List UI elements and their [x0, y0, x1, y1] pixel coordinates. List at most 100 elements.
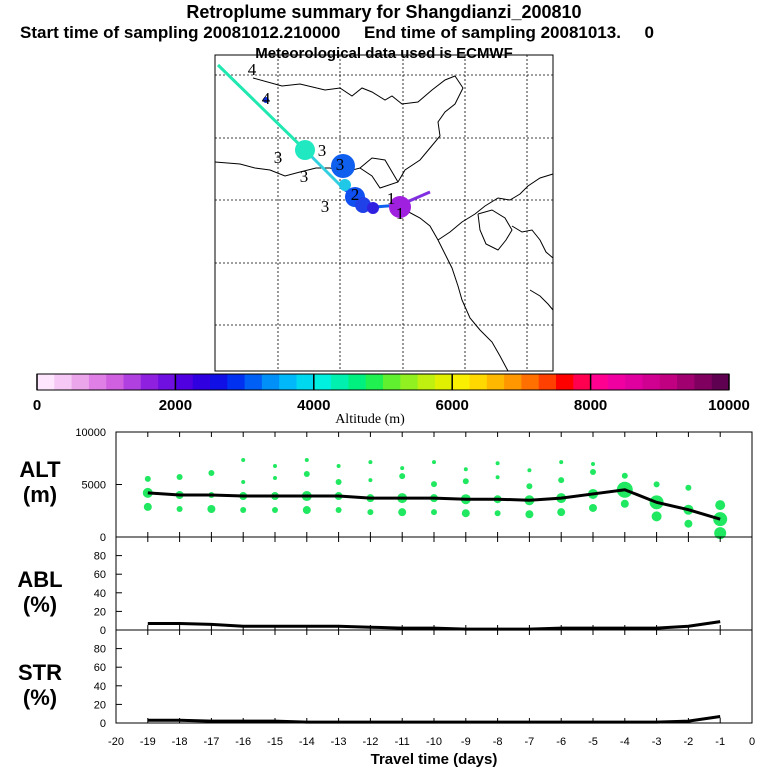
alt-cluster-dot [559, 460, 564, 465]
colorbar-swatch [434, 374, 453, 390]
colorbar-tick-label: 10000 [708, 397, 750, 414]
alt-cluster-dot [208, 470, 215, 476]
alt-cluster-dot [495, 461, 500, 466]
y-tick-label: 20 [94, 606, 106, 618]
y-tick-label: 0 [100, 532, 106, 544]
panel-frame [115, 536, 753, 631]
alt-cluster-dot [368, 478, 373, 483]
plume-cluster-marker [389, 196, 411, 218]
alt-cluster-dot [400, 466, 405, 471]
x-tick-label: -13 [331, 736, 347, 748]
plume-age-label: 3 [300, 167, 309, 186]
colorbar-swatch [54, 374, 73, 390]
alt-cluster-dot [273, 464, 277, 469]
plume-cluster-marker [339, 179, 351, 191]
colorbar-swatch [365, 374, 384, 390]
y-tick-label: 20 [94, 699, 106, 711]
colorbar-swatch [642, 374, 661, 390]
alt-cluster-dot [144, 475, 151, 482]
colorbar-swatch [244, 374, 263, 390]
y-tick-label: 40 [94, 681, 106, 693]
alt-cluster-dot [241, 480, 246, 485]
colorbar-swatch [37, 374, 55, 390]
alt-cluster-dot [240, 507, 247, 514]
y-tick-label: 0 [100, 718, 106, 730]
y-tick-label: 80 [94, 551, 106, 563]
alt-cluster-dot [176, 506, 183, 512]
panel-unit: (%) [23, 592, 57, 617]
alt-cluster-dot [653, 481, 660, 488]
trajectory-segment [216, 63, 307, 152]
x-tick-label: -12 [362, 736, 378, 748]
plume-cluster-marker [263, 97, 269, 103]
colorbar-swatch [140, 374, 159, 390]
alt-cluster-dot [431, 481, 437, 488]
x-tick-label: -9 [461, 736, 471, 748]
x-tick-label: -7 [525, 736, 535, 748]
colorbar-swatch [296, 374, 315, 390]
coastline-outline [214, 75, 554, 372]
colorbar-swatch [192, 374, 211, 390]
colorbar-swatch [625, 374, 643, 390]
alt-cluster-dot [591, 461, 595, 466]
plume-age-label: 4 [262, 89, 271, 108]
colorbar-swatch [694, 374, 713, 390]
time-series-panels: 1000050000ALT(m)806040200ABL(%)806040200… [17, 427, 755, 768]
plume-age-label: 3 [321, 197, 330, 216]
chart-title: Retroplume summary for Shangdianzi_20081… [186, 2, 582, 22]
plume-cluster-marker [367, 202, 379, 214]
x-tick-label: -14 [299, 736, 315, 748]
alt-cluster-dot [241, 458, 246, 463]
colorbar-swatch [175, 374, 194, 390]
colorbar-swatch [106, 374, 124, 390]
colorbar-swatch [677, 374, 695, 390]
panel-abl: 80 60 40 20 0 ABL(%) [17, 536, 753, 637]
colorbar-tick-label: 6000 [436, 397, 469, 414]
alt-cluster-dot [431, 509, 437, 516]
series-line-str [147, 715, 721, 724]
alt-cluster-dot [494, 510, 501, 517]
alt-cluster-dot [303, 471, 310, 478]
alt-cluster-dot [651, 511, 662, 522]
colorbar-tick-label: 8000 [574, 397, 607, 414]
x-tick-label: -2 [684, 736, 694, 748]
series-line-alt [147, 488, 721, 521]
plume-age-label: 1 [387, 189, 396, 208]
x-tick-label: -16 [235, 736, 251, 748]
panel-label: ALT [19, 457, 61, 482]
x-axis-title: Travel time (days) [371, 751, 498, 768]
alt-cluster-dot [590, 468, 596, 475]
panel-str: 80 60 40 20 0 STR(%) [18, 629, 753, 730]
colorbar-swatch [71, 374, 90, 390]
alt-cluster-dot [620, 499, 629, 508]
plume-cluster-marker [295, 140, 315, 160]
plume-age-label: 2 [351, 185, 360, 204]
colorbar-swatch [331, 374, 349, 390]
panel-label: ABL [17, 567, 62, 592]
x-tick-label: -8 [493, 736, 503, 748]
plume-cluster-marker [331, 154, 355, 178]
alt-cluster-dot [527, 468, 532, 473]
alt-cluster-dot [335, 507, 342, 514]
x-tick-label: -5 [588, 736, 598, 748]
x-tick-label: -6 [556, 736, 566, 748]
panel-alt: 10000 5000 0 ALT(m) [19, 427, 753, 544]
colorbar-swatch [521, 374, 540, 390]
plume-age-label: 3 [274, 148, 283, 167]
alt-cluster-dot [335, 479, 342, 486]
series-line-abl [147, 620, 721, 631]
colorbar-swatch [279, 374, 297, 390]
plume-cluster-marker [355, 197, 371, 213]
y-tick-label: 40 [94, 588, 106, 600]
x-tick-label: -4 [620, 736, 630, 748]
colorbar-swatch [573, 374, 592, 390]
colorbar-swatch [469, 374, 488, 390]
colorbar-swatch [158, 374, 176, 390]
colorbar-swatch [383, 374, 401, 390]
alt-cluster-dot [715, 500, 726, 511]
x-tick-label: -15 [267, 736, 283, 748]
colorbar-swatch [348, 374, 367, 390]
colorbar-tick-label: 0 [33, 397, 41, 414]
alt-cluster-dot [304, 458, 309, 463]
